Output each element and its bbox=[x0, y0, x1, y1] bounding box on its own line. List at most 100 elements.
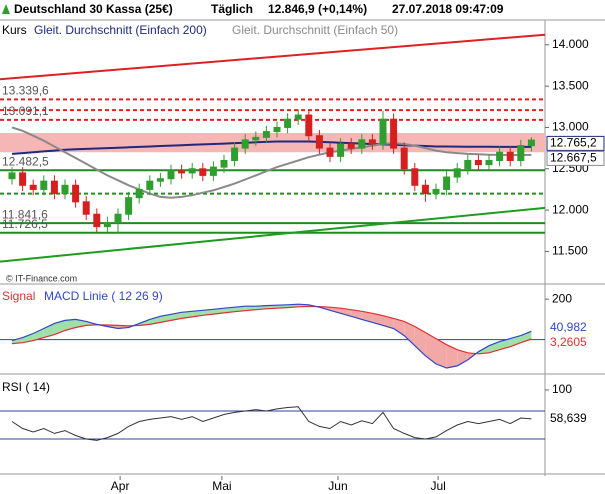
macd-fill bbox=[372, 313, 383, 326]
candle-body bbox=[305, 114, 313, 137]
y-tick-label: 11.500 bbox=[552, 244, 588, 258]
macd-fill bbox=[425, 332, 436, 364]
value-box bbox=[546, 150, 605, 166]
candle-body bbox=[188, 168, 196, 174]
candle-body bbox=[400, 147, 408, 170]
candle-body bbox=[93, 213, 101, 228]
macd-fill bbox=[22, 333, 34, 343]
candle-body bbox=[517, 145, 525, 162]
legend-signal: Signal bbox=[2, 289, 35, 303]
candle-body bbox=[231, 147, 239, 162]
macd-fill bbox=[33, 328, 44, 341]
candle-body bbox=[347, 143, 355, 149]
macd-fill bbox=[393, 318, 405, 336]
x-tick-label: Jun bbox=[328, 479, 347, 493]
level-label: 12.482,5 bbox=[2, 154, 49, 168]
trend-icon bbox=[2, 4, 10, 14]
value-label: 58,639 bbox=[550, 411, 587, 425]
macd-fill bbox=[457, 349, 468, 366]
timestamp: 27.07.2018 09:47:09 bbox=[392, 2, 504, 16]
macd-fill bbox=[404, 321, 415, 346]
macd-fill bbox=[181, 311, 193, 319]
candle-body bbox=[358, 139, 366, 149]
value-box bbox=[546, 411, 605, 427]
line bbox=[11, 303, 532, 369]
macd-fill bbox=[12, 337, 23, 344]
macd-fill bbox=[234, 306, 246, 312]
candle-body bbox=[8, 172, 16, 180]
line bbox=[11, 140, 532, 155]
y-tick-label: 200 bbox=[552, 291, 572, 305]
trend-line bbox=[0, 206, 546, 263]
level-label: 11.841,6 bbox=[2, 207, 48, 221]
watermark: © IT-Finance.com bbox=[6, 273, 77, 283]
candle-body bbox=[61, 184, 69, 195]
candle-body bbox=[178, 169, 186, 174]
y-tick-label: 12.000 bbox=[552, 202, 589, 216]
candle-body bbox=[273, 126, 281, 133]
candle-body bbox=[379, 118, 387, 145]
legend-macd: MACD Linie ( 12 26 9) bbox=[44, 289, 163, 303]
macd-fill bbox=[340, 308, 352, 317]
y-tick-label: 14.000 bbox=[552, 37, 589, 51]
candle-body bbox=[252, 136, 260, 141]
macd-fill bbox=[43, 323, 55, 338]
value-label: 3,2605 bbox=[550, 335, 587, 349]
value-label: 12.765,2 bbox=[550, 136, 597, 150]
trend-line bbox=[0, 33, 546, 81]
value-box bbox=[546, 335, 605, 351]
candle-body bbox=[443, 176, 451, 190]
candle-body bbox=[326, 147, 334, 157]
value-label: 40,982 bbox=[550, 320, 587, 334]
value-box bbox=[546, 320, 605, 336]
quote: 12.846,9 (+0,14%) bbox=[268, 2, 367, 16]
candle-body bbox=[262, 131, 270, 138]
candle-body bbox=[135, 188, 143, 199]
legend-price: Kurs bbox=[2, 23, 27, 37]
candle-body bbox=[368, 139, 376, 145]
instrument: Deutschland 30 Kassa (25€) bbox=[14, 2, 173, 16]
candle-body bbox=[411, 168, 419, 186]
level-label: 13.339,6 bbox=[2, 84, 49, 98]
value-label: 12.667,5 bbox=[550, 151, 597, 165]
macd-fill bbox=[446, 344, 458, 368]
y-tick-label: 13.000 bbox=[552, 120, 589, 134]
interval: Täglich bbox=[211, 2, 253, 16]
candle-body bbox=[432, 188, 440, 195]
candle-body bbox=[315, 135, 323, 149]
candle-body bbox=[50, 180, 58, 195]
rsi-title: RSI ( 14) bbox=[2, 380, 50, 394]
legend-ma200: Gleit. Durchschnitt (Einfach 200) bbox=[34, 23, 207, 37]
candle-body bbox=[167, 169, 175, 180]
candle-body bbox=[146, 180, 154, 190]
x-tick-label: Jul bbox=[430, 479, 445, 493]
candle-body bbox=[125, 197, 133, 215]
candle-body bbox=[496, 151, 504, 162]
macd-fill bbox=[436, 338, 447, 368]
y-tick-label: 100 bbox=[552, 382, 572, 396]
candle-body bbox=[199, 168, 207, 176]
y-tick-label: 13.500 bbox=[552, 78, 589, 92]
candle-body bbox=[453, 168, 461, 178]
macd-fill bbox=[383, 315, 394, 329]
value-box bbox=[546, 135, 605, 151]
line bbox=[11, 126, 532, 199]
x-tick-label: Mai bbox=[212, 479, 231, 493]
candle-body bbox=[82, 201, 90, 215]
candle-body bbox=[421, 184, 429, 195]
candle-body bbox=[284, 118, 292, 128]
candle-body bbox=[390, 118, 398, 149]
candle-body bbox=[474, 160, 482, 166]
candle-body bbox=[485, 160, 493, 166]
candle-body bbox=[220, 160, 228, 168]
candle-body bbox=[103, 221, 111, 228]
x-tick-label: Apr bbox=[111, 479, 130, 493]
level-label: 13.091,1 bbox=[2, 104, 49, 118]
candle-body bbox=[241, 139, 249, 149]
candle-body bbox=[294, 114, 302, 120]
candle-body bbox=[114, 213, 122, 223]
candle-body bbox=[527, 139, 535, 147]
candle-body bbox=[19, 172, 27, 186]
